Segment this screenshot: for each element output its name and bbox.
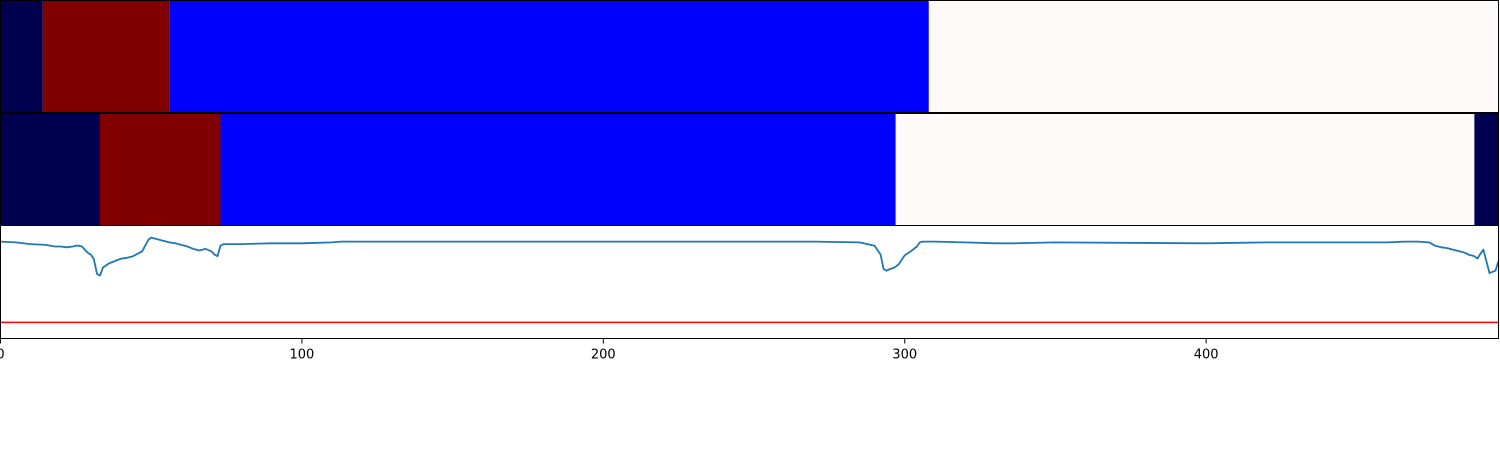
segment-band-2-segment [99,113,221,226]
segment-band-2-segment [0,113,100,226]
plot-area [0,236,1499,324]
x-tick-label: 200 [591,348,616,363]
series-line [0,236,1499,277]
segment-band-2-segment [220,113,896,226]
segment-band-2-segment [1474,113,1499,226]
x-tick-label: 100 [289,348,314,363]
x-tick-label: 0 [0,348,5,363]
segment-band-1-segment [169,0,929,113]
segment-band-1-segment [0,0,43,113]
x-axis: 0 100 200 300 400 [0,338,1219,363]
segment-band-1-segment [42,0,170,113]
segment-bands [0,0,1499,226]
x-tick-label: 400 [1194,348,1219,363]
segment-band-1-frame [0,0,1499,113]
plot-frame [0,225,1499,339]
segment-band-2-segment [895,113,1475,226]
x-tick-label: 300 [892,348,917,363]
segment-band-1-segment [928,0,1499,113]
